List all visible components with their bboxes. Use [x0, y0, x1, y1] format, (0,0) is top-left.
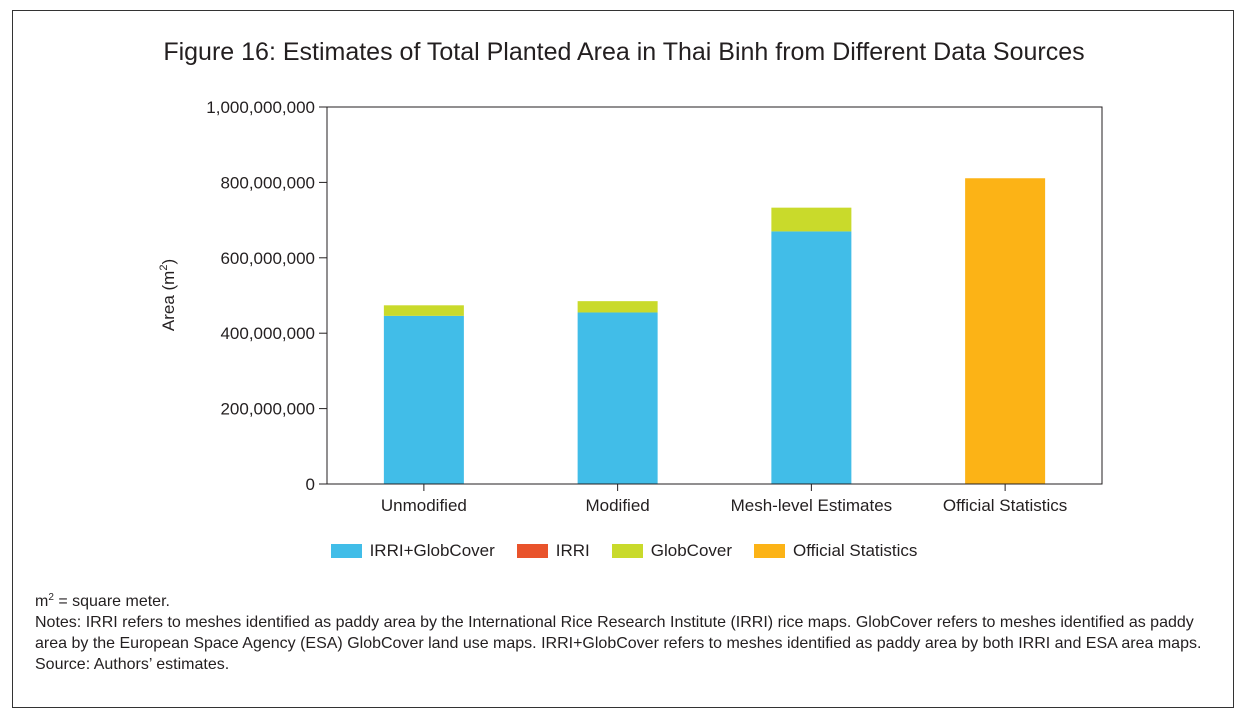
y-axis-title-sup: 2 [158, 265, 170, 271]
legend-swatch [611, 544, 643, 558]
bars [383, 178, 1046, 485]
y-tick-label: 400,000,000 [220, 324, 315, 343]
y-tick-label: 600,000,000 [220, 249, 315, 268]
unit-note: m2 = square meter. [35, 587, 1220, 612]
bar-segment [577, 301, 658, 313]
plot-area-border [326, 106, 1103, 485]
unit-symbol: m [35, 593, 49, 610]
y-tick-label: 800,000,000 [220, 173, 315, 192]
y-tick-label: 1,000,000,000 [206, 98, 315, 117]
bar-segment [383, 315, 464, 484]
source-text: Source: Authors’ estimates. [35, 656, 230, 673]
legend-item: IRRI+GlobCover [330, 541, 495, 561]
legend-label: IRRI+GlobCover [369, 541, 495, 560]
y-tick-label: 200,000,000 [220, 400, 315, 419]
bar-segment [771, 231, 852, 484]
legend-item: IRRI [516, 541, 590, 561]
y-axis-title-suffix: ) [159, 259, 178, 265]
unit-superscript: 2 [48, 592, 54, 603]
y-axis-title: Area (m2) [158, 259, 178, 331]
legend-swatch [330, 544, 362, 558]
legend-label: IRRI [555, 541, 590, 560]
bar-segment [965, 178, 1046, 485]
y-tick-label: 0 [306, 475, 315, 494]
y-axis-title-text: Area (m2) [158, 259, 178, 331]
chart-title: Figure 16: Estimates of Total Planted Ar… [163, 38, 1085, 66]
y-axis: 0 200,000,000 400,000,000 600,000,000 800,00… [206, 98, 327, 494]
legend-item: GlobCover [611, 541, 733, 561]
legend-label: GlobCover [650, 541, 733, 560]
bar-segment [383, 305, 464, 316]
x-tick-label: Modified [585, 496, 649, 515]
legend: IRRI+GlobCover IRRI GlobCover Official Stat… [0, 541, 1248, 561]
bar-segment [771, 207, 852, 232]
x-axis: Unmodified Modified Mesh-level Estimates Of… [381, 484, 1067, 515]
legend-item: Official Statistics [754, 541, 917, 561]
legend-swatch [754, 544, 786, 558]
y-axis-title-prefix: Area (m [159, 271, 178, 331]
unit-definition: = square meter. [53, 593, 170, 610]
bar-segment [577, 312, 658, 484]
notes-text: Notes: IRRI refers to meshes identified … [35, 614, 1202, 652]
legend-label: Official Statistics [793, 541, 918, 560]
x-tick-label: Official Statistics [943, 496, 1067, 515]
legend-swatch [516, 544, 548, 558]
x-tick-label: Unmodified [381, 496, 467, 515]
notes-block: m2 = square meter. Notes: IRRI refers to… [35, 587, 1220, 675]
x-tick-label: Mesh-level Estimates [731, 496, 893, 515]
